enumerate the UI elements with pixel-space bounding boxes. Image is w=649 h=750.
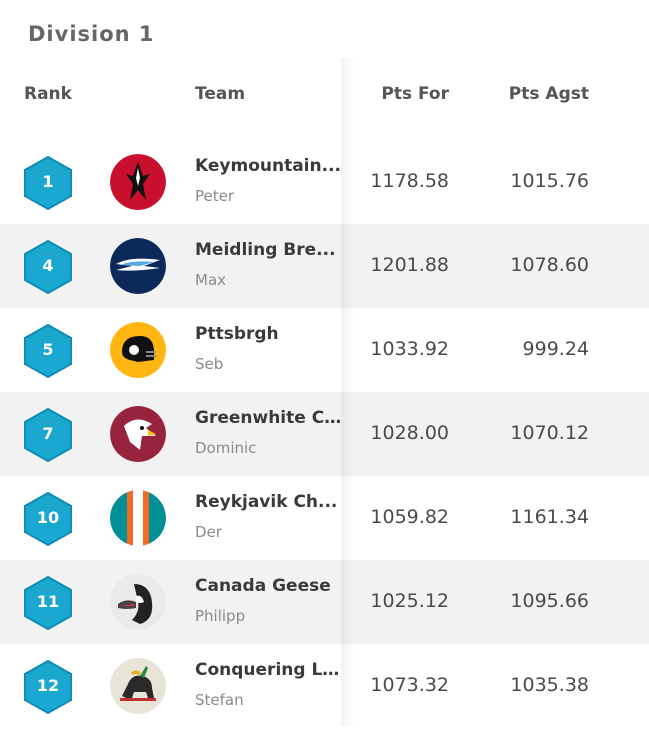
team-row[interactable]: 11 Canada Geese Philipp 1025.12 1095.66 bbox=[0, 560, 649, 644]
points-for: 1073.32 bbox=[370, 674, 449, 696]
points-against: 1035.38 bbox=[510, 674, 589, 696]
team-row[interactable]: 5 Pttsbrgh Seb 1033.92 999.24 bbox=[0, 308, 649, 392]
team-name[interactable]: Conquering Li... bbox=[195, 660, 343, 680]
header-pts-for[interactable]: Pts For bbox=[381, 84, 449, 104]
team-row[interactable]: 12 Conquering Li... Stefan 1073.32 1035.… bbox=[0, 644, 649, 728]
header-pts-agst[interactable]: Pts Agst bbox=[508, 84, 589, 104]
team-row[interactable]: 4 Meidling Bre... Max 1201.88 1078.60 bbox=[0, 224, 649, 308]
points-against: 999.24 bbox=[522, 338, 589, 360]
rank-number: 10 bbox=[36, 508, 60, 527]
points-against: 1095.66 bbox=[510, 590, 589, 612]
team-row[interactable]: 1 Keymountain... Peter 1178.58 1015.76 bbox=[0, 140, 649, 224]
team-owner: Max bbox=[195, 271, 227, 289]
rank-number: 1 bbox=[42, 172, 54, 191]
team-name[interactable]: Reykjavik Ch... bbox=[195, 492, 338, 512]
team-owner: Seb bbox=[195, 355, 224, 373]
rank-number: 4 bbox=[42, 256, 54, 275]
points-for: 1025.12 bbox=[370, 590, 449, 612]
points-against: 1070.12 bbox=[510, 422, 589, 444]
rank-badge: 5 bbox=[23, 324, 73, 378]
standings-list: 1 Keymountain... Peter 1178.58 1015.76 4 bbox=[0, 140, 649, 728]
stripes-logo-icon[interactable] bbox=[110, 490, 166, 546]
rank-number: 7 bbox=[42, 424, 54, 443]
helmet-logo-icon[interactable] bbox=[110, 322, 166, 378]
team-owner: Der bbox=[195, 523, 222, 541]
rank-number: 5 bbox=[42, 340, 54, 359]
points-for: 1028.00 bbox=[370, 422, 449, 444]
bolt-logo-icon[interactable] bbox=[110, 238, 166, 294]
rank-badge: 11 bbox=[23, 576, 73, 630]
points-for: 1201.88 bbox=[370, 254, 449, 276]
team-name[interactable]: Keymountain... bbox=[195, 156, 341, 176]
points-against: 1015.76 bbox=[510, 170, 589, 192]
team-owner: Peter bbox=[195, 187, 235, 205]
team-name[interactable]: Greenwhite C... bbox=[195, 408, 343, 428]
rank-number: 12 bbox=[36, 676, 60, 695]
team-row[interactable]: 7 Greenwhite C... Dominic 1028.00 1070.1… bbox=[0, 392, 649, 476]
points-for: 1033.92 bbox=[370, 338, 449, 360]
rank-badge: 12 bbox=[23, 660, 73, 714]
falcon-logo-icon[interactable] bbox=[110, 154, 166, 210]
team-row[interactable]: 10 Reykjavik Ch... Der 1059.82 1161.34 bbox=[0, 476, 649, 560]
team-owner: Dominic bbox=[195, 439, 257, 457]
team-name[interactable]: Canada Geese bbox=[195, 576, 331, 596]
rank-badge: 7 bbox=[23, 408, 73, 462]
points-against: 1078.60 bbox=[510, 254, 589, 276]
header-rank[interactable]: Rank bbox=[24, 84, 72, 104]
lion-logo-icon[interactable] bbox=[110, 658, 166, 714]
cardinal-logo-icon[interactable] bbox=[110, 406, 166, 462]
points-against: 1161.34 bbox=[510, 506, 589, 528]
division-title: Division 1 bbox=[28, 22, 155, 46]
rank-badge: 10 bbox=[23, 492, 73, 546]
team-name[interactable]: Pttsbrgh bbox=[195, 324, 279, 344]
team-owner: Stefan bbox=[195, 691, 244, 709]
rank-number: 11 bbox=[36, 592, 60, 611]
points-for: 1178.58 bbox=[370, 170, 449, 192]
team-name[interactable]: Meidling Bre... bbox=[195, 240, 336, 260]
rank-badge: 1 bbox=[23, 156, 73, 210]
points-for: 1059.82 bbox=[370, 506, 449, 528]
team-owner: Philipp bbox=[195, 607, 246, 625]
header-team[interactable]: Team bbox=[195, 84, 246, 104]
rank-badge: 4 bbox=[23, 240, 73, 294]
standings-header: Rank Team Pts For Pts Agst bbox=[0, 84, 649, 112]
goose-logo-icon[interactable] bbox=[110, 574, 166, 630]
